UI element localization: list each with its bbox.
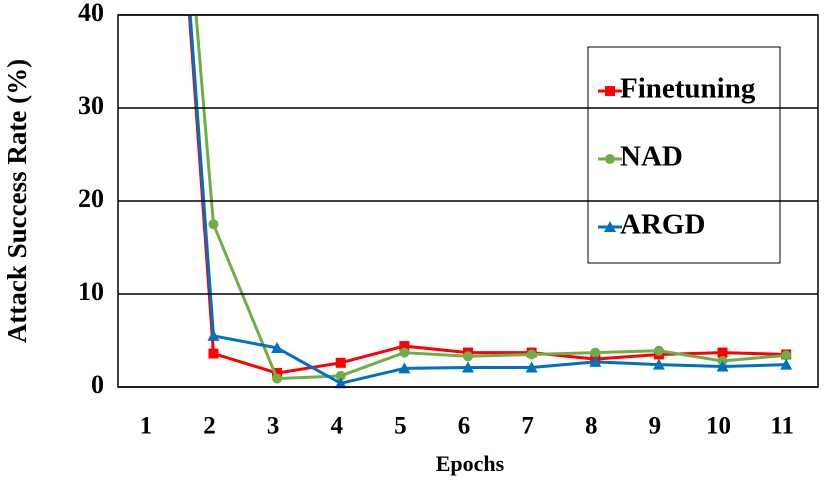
y-tick-label: 30 <box>78 91 104 120</box>
data-point <box>272 368 283 379</box>
data-point <box>590 347 601 358</box>
x-tick-label: 8 <box>585 413 598 440</box>
data-point <box>717 347 728 358</box>
x-tick-label: 2 <box>203 413 216 440</box>
legend-label: ARGD <box>620 209 705 241</box>
legend-label: NAD <box>620 141 683 173</box>
data-point <box>208 219 219 230</box>
plot-area <box>187 15 793 389</box>
y-tick-label: 40 <box>78 0 104 27</box>
data-point <box>525 361 538 373</box>
data-point <box>653 345 664 356</box>
data-point <box>398 362 411 374</box>
x-tick-label: 1 <box>140 413 153 440</box>
y-tick-label: 10 <box>78 277 104 306</box>
data-point <box>462 361 474 373</box>
legend-marker <box>604 221 616 232</box>
y-tick-label: 20 <box>78 184 104 213</box>
y-tick-label: 0 <box>91 370 104 399</box>
data-point <box>272 373 283 384</box>
data-point <box>399 341 410 352</box>
data-point <box>207 329 220 341</box>
y-axis-title: Attack Success Rate (%) <box>2 59 32 343</box>
legend-marker <box>605 154 615 164</box>
x-tick-label: 11 <box>770 413 794 440</box>
data-point <box>716 360 729 372</box>
data-point <box>781 350 792 361</box>
x-tick-label: 3 <box>267 413 280 440</box>
data-point <box>780 358 793 370</box>
legend-label: Finetuning <box>620 73 756 105</box>
legend-marker <box>605 86 615 96</box>
data-point <box>589 355 602 367</box>
x-tick-label: 4 <box>330 413 343 440</box>
data-point <box>335 370 346 381</box>
data-point <box>399 347 410 358</box>
x-axis-title: Epochs <box>436 451 505 476</box>
data-point <box>463 351 473 362</box>
x-tick-label: 5 <box>394 413 407 440</box>
data-point <box>652 358 665 370</box>
x-tick-label: 10 <box>706 413 731 440</box>
legend-box <box>587 46 781 264</box>
data-point <box>526 349 537 360</box>
x-tick-label: 6 <box>458 413 471 440</box>
x-tick-label: 7 <box>521 413 534 440</box>
data-point <box>271 341 284 353</box>
data-point <box>334 377 347 389</box>
x-tick-label: 9 <box>649 413 662 440</box>
data-point <box>208 348 219 359</box>
data-point <box>335 357 346 368</box>
